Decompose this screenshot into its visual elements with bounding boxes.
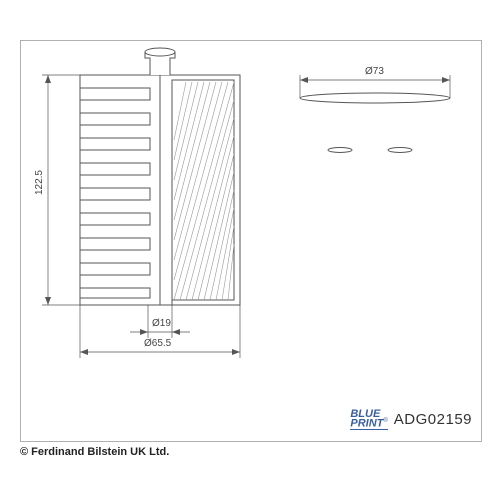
part-number-block: BLUE PRINT® ADG02159	[350, 410, 472, 430]
dim-height: 122.5	[34, 170, 45, 195]
copyright-text: © Ferdinand Bilstein UK Ltd.	[20, 446, 169, 458]
dim-cap-diameter: Ø73	[365, 66, 384, 77]
blueprint-logo: BLUE PRINT®	[350, 410, 387, 430]
dim-outer-diameter: Ø65.5	[144, 338, 171, 349]
dim-inner-diameter: Ø19	[152, 318, 171, 329]
part-number: ADG02159	[394, 411, 472, 428]
